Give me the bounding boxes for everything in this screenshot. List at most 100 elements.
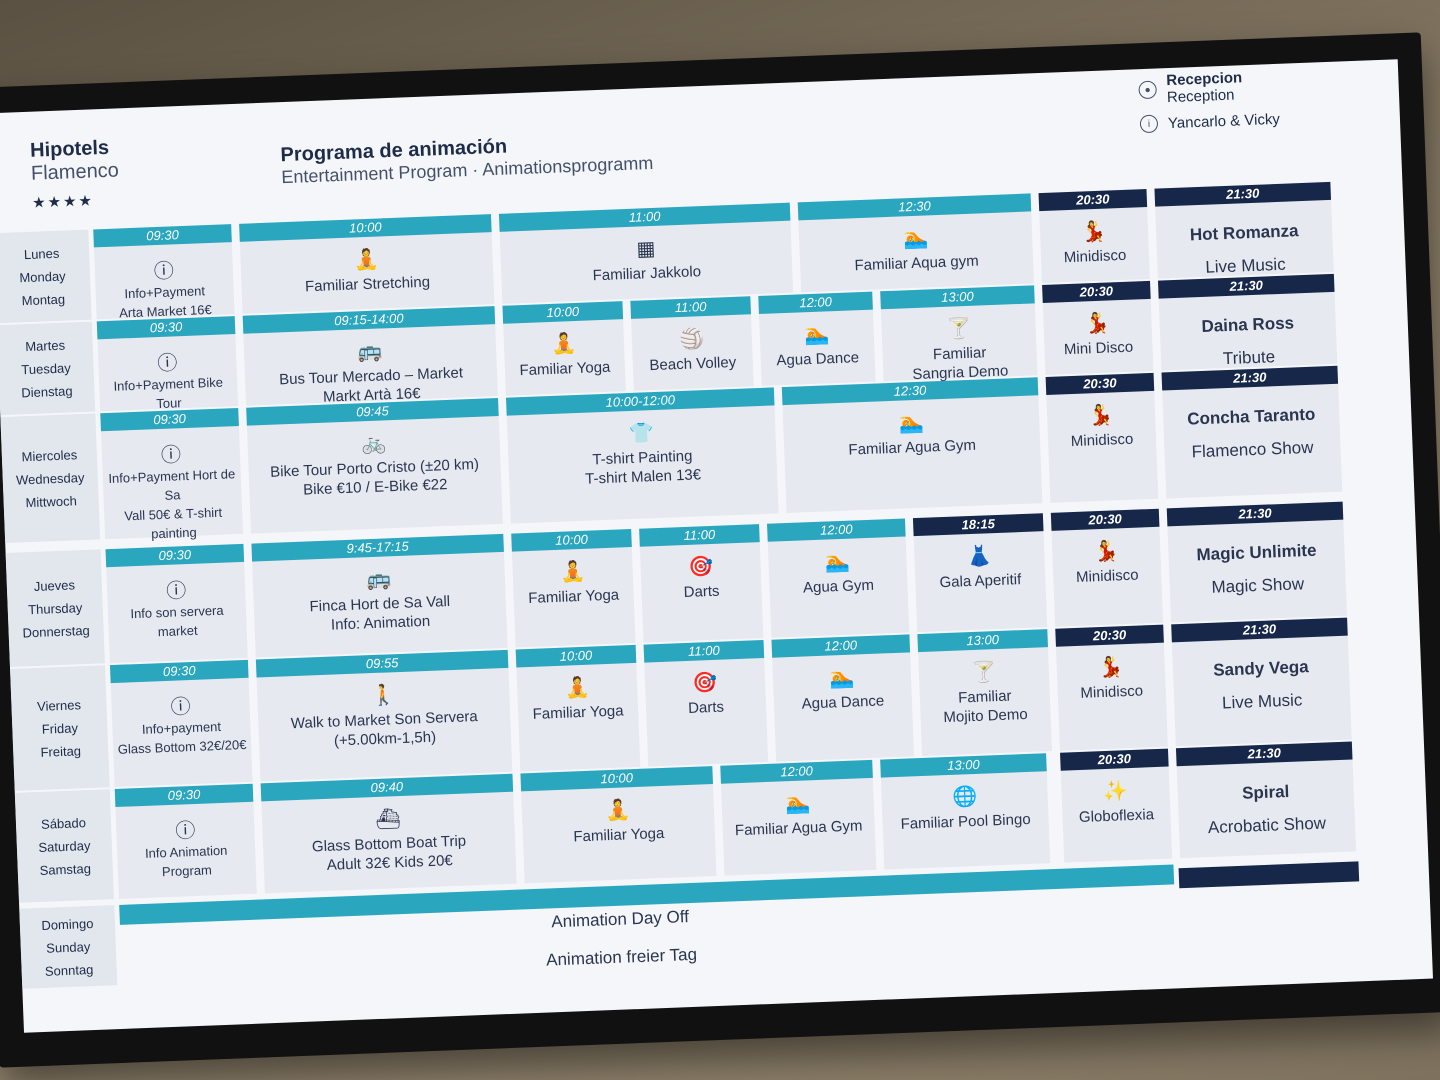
show-title: Sandy Vega (1212, 657, 1310, 680)
time-bar: 10:00 (511, 529, 632, 552)
activity-label: Familiar Yoga (532, 702, 624, 723)
activity-cell: 20:30 💃 Minidisco (1050, 508, 1164, 627)
time-bar: 20:30 (1060, 748, 1169, 771)
show-title: Daina Ross (1201, 313, 1295, 336)
activity-label: Familiar Agua Gym (734, 817, 863, 840)
day-name-l3: Samstag (39, 860, 92, 878)
day-name-l1: Martes (25, 337, 66, 354)
day-name-l2: Monday (19, 268, 66, 285)
time-bar: 20:30 (1045, 372, 1155, 395)
brand-name: Hipotels (29, 136, 110, 162)
activity-label: Agua Gym (802, 576, 875, 597)
activity-cell: 12:00 🏊 Familiar Agua Gym (720, 759, 877, 876)
activity-cell: 09:55 🚶 Walk to Market Son Servera (+5.00km… (255, 649, 513, 782)
day-label: Sábado Saturday Samstag (14, 789, 114, 903)
activity-cell: 12:00 🏊 Agua Dance (758, 291, 876, 386)
activity-cell: 12:30 🏊 Familiar Aqua gym (797, 193, 1035, 293)
star-rating: ★★★★ (31, 192, 95, 212)
time-bar: 11:00 (643, 640, 765, 663)
day-name-l1: Lunes (23, 245, 60, 262)
activity-cell: 09:30 ⓘ Info+payment Glass Bottom 32€/20€ (109, 659, 253, 788)
activity-label: Beach Volley (649, 353, 737, 375)
show-subtitle: Flamenco Show (1191, 437, 1314, 462)
activity-cell: 21:30 Hot Romanza Live Music (1154, 181, 1334, 279)
time-bar: 09:30 (114, 783, 254, 808)
activity-cell: 13:00 🌐 Familiar Pool Bingo (880, 753, 1051, 870)
program-title: Programa de animación Entertainment Prog… (280, 130, 654, 188)
activity-cell: 18:15 👗 Gala Aperitif (912, 513, 1048, 633)
time-bar: 20:30 (1050, 508, 1160, 531)
activity-label: Mini Disco (1063, 338, 1134, 359)
hotel-brand: Hipotels Flamenco ★★★★ (29, 136, 121, 212)
day-label: Lunes Monday Montag (0, 229, 92, 324)
activity-cell: 09:30 ⓘ Info+Payment Hort de Sa Vall 50€ & … (100, 408, 244, 541)
time-bar: 11:00 (630, 296, 751, 319)
info-icon: i (1139, 114, 1159, 134)
day-label: Miercoles Wednesday Mittwoch (0, 413, 101, 544)
activity-cell: 11:00 ▦ Familiar Jakkolo (498, 202, 794, 304)
time-bar: 10:00 (515, 644, 637, 668)
activity-cell: 20:30 ✨ Globoflexia (1060, 748, 1173, 863)
show-title: Concha Taranto (1186, 404, 1316, 429)
activity-label: Minidisco (1070, 430, 1134, 451)
time-bar: 13:00 (917, 629, 1048, 653)
activity-label: Darts (683, 582, 720, 602)
day-name-l2: Saturday (38, 837, 91, 855)
day-label: Domingo Sunday Sonntag (19, 905, 118, 989)
time-bar: 09:30 (96, 316, 236, 340)
time-bar: 21:30 (1166, 501, 1344, 527)
location-icon: ● (1138, 80, 1157, 100)
time-bar: 20:30 (1055, 624, 1164, 647)
activity-cell: 09:30 ⓘ Info+Payment Arta Market 16€ (93, 224, 235, 320)
day-name-l2: Tuesday (21, 359, 71, 377)
day-name-l3: Mittwoch (25, 492, 78, 510)
day-off-text-de: Animation freier Tag (545, 944, 698, 970)
activity-label: Minidisco (1075, 566, 1139, 586)
day-label: Viernes Friday Freitag (10, 665, 110, 791)
activity-label: Agua Dance (776, 349, 860, 370)
activity-cell: 20:30 💃 Mini Disco (1042, 280, 1154, 375)
activity-label: Darts (687, 698, 725, 717)
activity-cell: 13:00 🍸 Familiar Mojito Demo (917, 629, 1052, 757)
activity-cell: 21:30 Magic Unlimite Magic Show (1166, 501, 1347, 623)
activity-cell: 10:00 🧘 Familiar Yoga (520, 766, 717, 884)
activity-cell: 9:45-17:15 🚌 Finca Hort de Sa Vall Info: An… (251, 533, 508, 658)
activity-label: Finca Hort de Sa Vall Info: Animation (309, 593, 451, 634)
time-bar: 12:00 (771, 634, 911, 658)
time-bar: 13:00 (880, 753, 1047, 778)
time-bar: 09:30 (100, 408, 239, 432)
activity-label: Familiar Yoga (527, 586, 620, 608)
time-bar: 13:00 (880, 285, 1035, 310)
time-bar: 09:30 (93, 224, 232, 248)
activity-label: Minidisco (1063, 246, 1127, 267)
day-label: Jueves Thursday Donnerstag (5, 549, 105, 667)
activity-label: Familiar Mojito Demo (943, 687, 1028, 727)
day-name-l3: Sonntag (44, 961, 94, 979)
activity-cell: 11:00 🎯 Darts (643, 640, 769, 767)
activity-cell: 21:30 Daina Ross Tribute (1157, 273, 1338, 371)
activity-label: Agua Dance (801, 692, 885, 713)
activity-label: Info Animation Program (144, 842, 228, 880)
activity-cell: 12:00 🏊 Agua Dance (771, 634, 915, 762)
activity-label: Familiar Pool Bingo (900, 810, 1031, 833)
show-title: Hot Romanza (1189, 221, 1299, 245)
activity-cell: 11:00 🎯 Darts (639, 524, 764, 643)
evening-bar (1178, 861, 1360, 889)
activity-cell: 10:00 🧘 Familiar Yoga (502, 301, 626, 396)
activity-label: Bike Tour Porto Cristo (±20 km) Bike €10 … (269, 455, 480, 499)
show-subtitle: Acrobatic Show (1207, 813, 1327, 838)
activity-cell: 10:00 🧘 Familiar Yoga (515, 644, 641, 772)
activity-label: Walk to Market Son Servera (+5.00km-1,5h) (290, 708, 479, 750)
tv-frame: Hipotels Flamenco ★★★★ Programa de anima… (0, 32, 1440, 1068)
activity-label: T-shirt Painting T-shirt Malen 13€ (584, 447, 702, 488)
activity-label: Info+Payment Hort de Sa Vall 50€ & T-shir… (108, 466, 236, 542)
show-subtitle: Magic Show (1211, 574, 1305, 597)
activity-label: Gala Aperitif (939, 571, 1022, 592)
activity-cell: 10:00 🧘 Familiar Yoga (511, 529, 636, 648)
activity-cell: 10:00 🧘 Familiar Stretching (239, 214, 495, 314)
activity-cell: 09:15-14:00 🚌 Bus Tour Mercado – Market Mar… (242, 306, 498, 406)
activity-cell: 21:30 Sandy Vega Live Music (1171, 617, 1352, 747)
time-bar: 10:00 (502, 301, 624, 324)
activity-cell: 12:00 🏊 Agua Gym (767, 518, 910, 638)
